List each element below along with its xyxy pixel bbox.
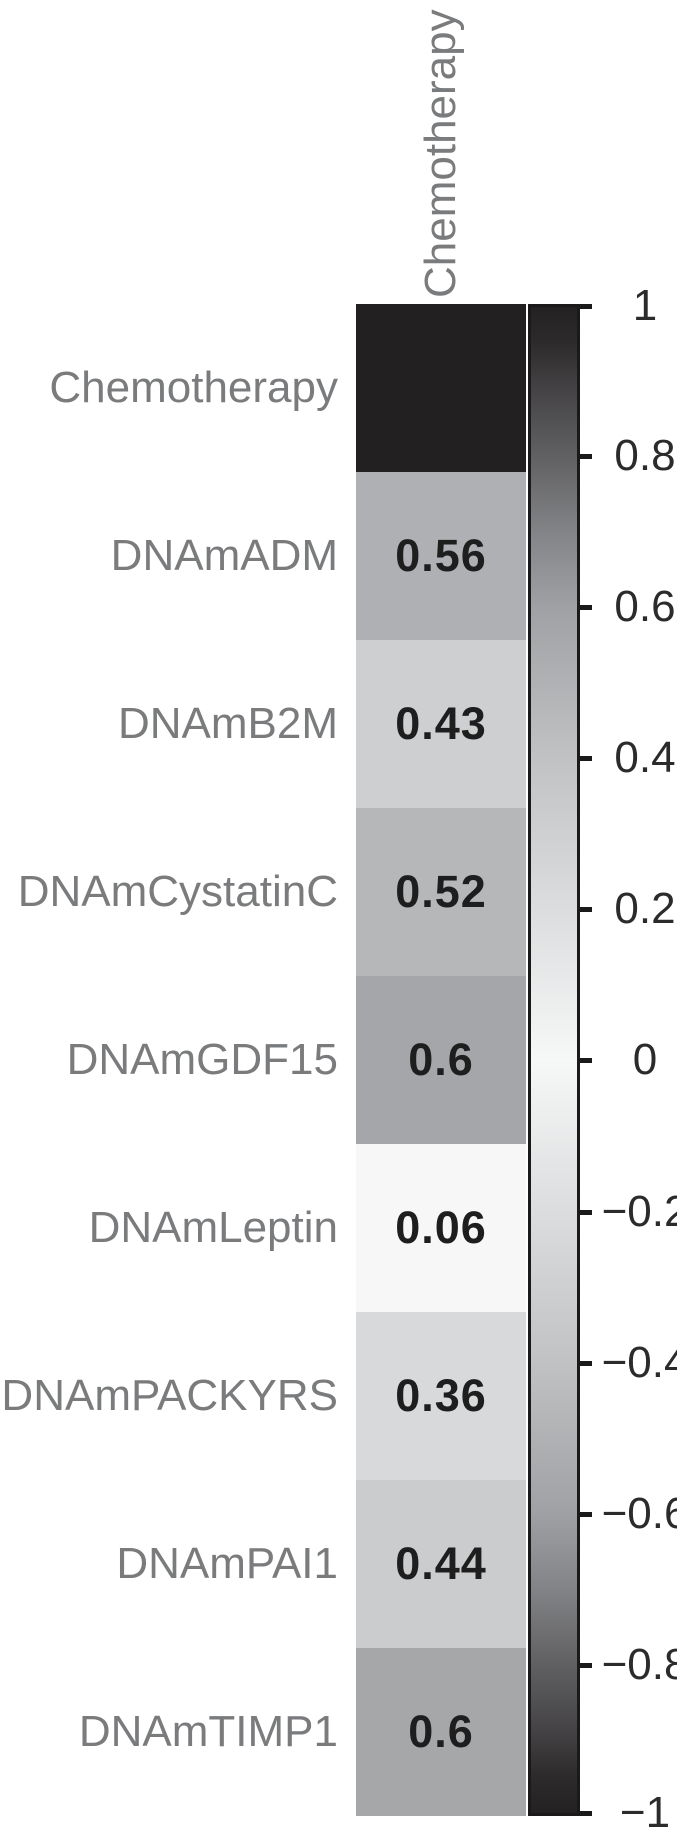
row-label-dnamgdf15: DNAmGDF15: [66, 1035, 338, 1084]
heatmap-cell-chemotherapy: [356, 304, 526, 472]
cell-value: 0.56: [395, 530, 487, 581]
heatmap-cell-dnamleptin: 0.06: [356, 1144, 526, 1312]
cell-value: 0.36: [395, 1370, 487, 1421]
cell-value: 0.06: [395, 1202, 487, 1253]
colorbar-label-0p4: 0.4: [614, 733, 676, 782]
cell-value: 0.43: [395, 698, 487, 749]
colorbar-tick: [578, 1210, 592, 1215]
heatmap-cell-dnamtimp1: 0.6: [356, 1648, 526, 1816]
colorbar-tick: [578, 1058, 592, 1063]
colorbar-tick: [578, 1361, 592, 1366]
row-label-dnamcystatinc: DNAmCystatinC: [17, 867, 338, 916]
colorbar-label-m0p2: −0.2: [601, 1187, 677, 1236]
colorbar-tick: [578, 907, 592, 912]
cell-value: 0.52: [395, 866, 487, 917]
colorbar: [528, 304, 580, 1816]
heatmap-cell-dnamadm: 0.56: [356, 472, 526, 640]
row-label-dnampai1: DNAmPAI1: [116, 1539, 338, 1588]
colorbar-tick: [578, 454, 592, 459]
colorbar-tick: [578, 1811, 592, 1816]
heatmap-cell-dnamgdf15: 0.6: [356, 976, 526, 1144]
heatmap-cell-dnamcystatinc: 0.52: [356, 808, 526, 976]
colorbar-tick: [578, 605, 592, 610]
colorbar-label-m0p6: −0.6: [601, 1489, 677, 1538]
row-label-dnamleptin: DNAmLeptin: [88, 1203, 338, 1252]
colorbar-tick: [578, 304, 592, 309]
colorbar-label-0: 0: [632, 1035, 658, 1084]
row-label-dnamadm: DNAmADM: [110, 531, 338, 580]
colorbar-tick: [578, 1512, 592, 1517]
colorbar-label-0p8: 0.8: [614, 431, 676, 480]
row-label-dnamb2m: DNAmB2M: [117, 699, 338, 748]
heatmap-cell-dnampackyrs: 0.36: [356, 1312, 526, 1480]
cell-value: 0.6: [408, 1034, 474, 1085]
colorbar-label-1: 1: [632, 281, 658, 330]
colorbar-label-0p6: 0.6: [614, 582, 676, 631]
colorbar-label-m0p8: −0.8: [601, 1640, 677, 1689]
cell-value: 0.6: [408, 1706, 474, 1757]
heatmap-cell-dnampai1: 0.44: [356, 1480, 526, 1648]
row-label-dnampackyrs: DNAmPACKYRS: [1, 1371, 338, 1420]
colorbar-label-m0p4: −0.4: [601, 1338, 677, 1387]
colorbar-label-0p2: 0.2: [614, 884, 676, 933]
colorbar-tick: [578, 1663, 592, 1668]
cell-value: 0.44: [395, 1538, 487, 1589]
row-label-chemotherapy: Chemotherapy: [49, 363, 338, 412]
column-header-chemotherapy: Chemotherapy: [416, 9, 465, 298]
row-label-dnamtimp1: DNAmTIMP1: [78, 1707, 338, 1756]
heatmap-cell-dnamb2m: 0.43: [356, 640, 526, 808]
colorbar-label-m1: −1: [619, 1788, 671, 1837]
colorbar-tick: [578, 756, 592, 761]
